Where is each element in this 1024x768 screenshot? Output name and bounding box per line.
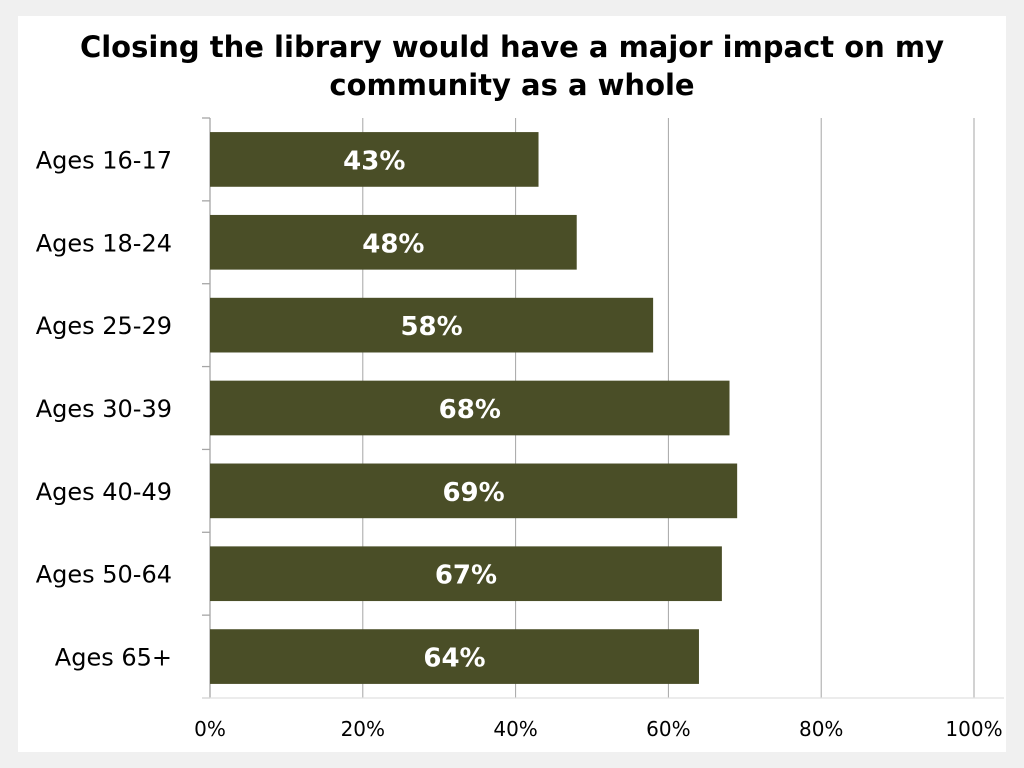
labels: 0% 20% 40% 60% 80% 100% Ages 16-17 43% Ages 18-2… bbox=[36, 146, 1003, 741]
data-label: 69% bbox=[442, 478, 504, 508]
x-tick-label: 100% bbox=[945, 717, 1002, 741]
bar bbox=[210, 380, 730, 436]
data-label: 43% bbox=[343, 146, 405, 176]
x-tick-label: 20% bbox=[341, 717, 385, 741]
x-tick-label: 60% bbox=[646, 717, 690, 741]
bar bbox=[210, 546, 722, 602]
data-label: 68% bbox=[439, 395, 501, 425]
category-label: Ages 16-17 bbox=[36, 146, 172, 174]
bar bbox=[210, 463, 738, 519]
bars bbox=[210, 132, 738, 684]
category-label: Ages 40-49 bbox=[36, 478, 172, 506]
data-label: 64% bbox=[423, 644, 485, 674]
category-label: Ages 18-24 bbox=[36, 229, 172, 257]
bar bbox=[210, 629, 699, 684]
gridlines bbox=[362, 118, 975, 698]
category-label: Ages 30-39 bbox=[36, 395, 172, 423]
x-tick-label: 80% bbox=[799, 717, 843, 741]
bar bbox=[210, 297, 654, 353]
data-label: 58% bbox=[400, 312, 462, 342]
category-label: Ages 65+ bbox=[55, 644, 172, 672]
chart-title: Closing the library would have a major i… bbox=[79, 30, 945, 102]
category-label: Ages 50-64 bbox=[36, 561, 172, 589]
bar bbox=[210, 214, 577, 270]
category-label: Ages 25-29 bbox=[36, 312, 172, 340]
bar bbox=[210, 132, 539, 187]
x-tick-label: 40% bbox=[493, 717, 537, 741]
x-tick-label: 0% bbox=[194, 717, 226, 741]
data-label: 48% bbox=[362, 229, 424, 259]
data-label: 67% bbox=[435, 561, 497, 591]
